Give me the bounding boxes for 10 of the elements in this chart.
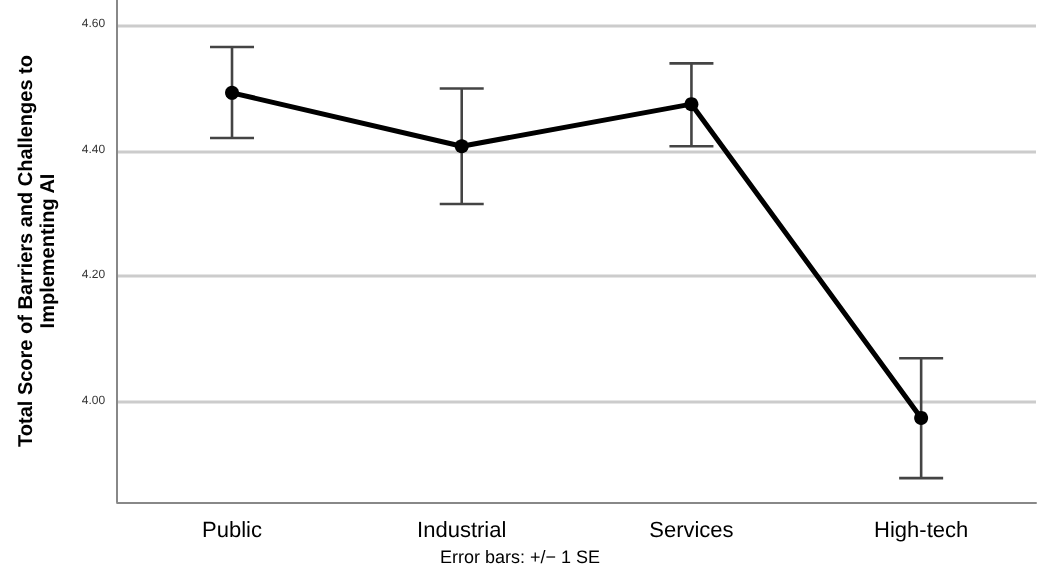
point — [684, 97, 699, 112]
x-tick-label: Industrial — [417, 519, 507, 543]
x-tick-label: Services — [649, 519, 735, 543]
y-axis-title: Total Score of Barriers and Challenges to Implementing AI — [16, 55, 60, 447]
text: Error bars: +/− 1 SE — [439, 547, 601, 567]
point — [914, 410, 929, 425]
point — [454, 139, 469, 154]
x-tick-label: Public — [202, 519, 263, 543]
x-tick-label: High-tech — [874, 519, 969, 543]
point — [225, 85, 240, 100]
